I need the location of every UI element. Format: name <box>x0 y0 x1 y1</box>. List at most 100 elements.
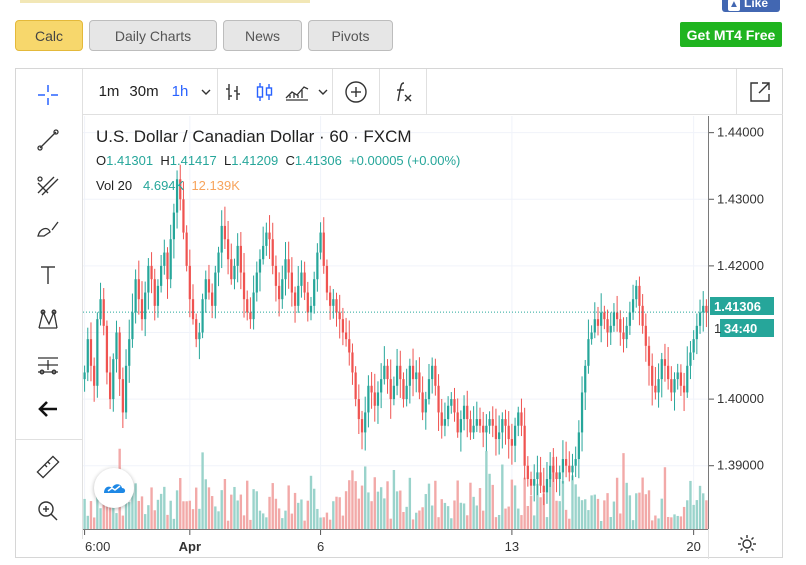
volume-bar <box>217 511 220 529</box>
candle-body <box>399 365 402 380</box>
volume-bar <box>147 505 150 529</box>
candle-body <box>252 292 255 320</box>
candle-body <box>593 319 596 333</box>
candle-body <box>86 339 89 373</box>
volume-bar <box>134 483 137 529</box>
brush-icon[interactable] <box>30 212 66 248</box>
back-arrow-icon[interactable] <box>30 391 66 427</box>
candle-body <box>341 319 345 333</box>
volume-bar <box>325 512 329 529</box>
interval-30m[interactable]: 30m <box>129 83 159 100</box>
close-value: 1.41306 <box>294 153 342 168</box>
volume-bar <box>453 500 456 529</box>
candle-body <box>638 285 641 306</box>
pattern-icon[interactable] <box>30 302 66 338</box>
candle-body <box>236 245 239 266</box>
volume-bar <box>517 508 520 529</box>
candle-body <box>443 419 447 426</box>
trend-line-icon[interactable] <box>30 122 66 158</box>
volume-bar <box>577 496 581 529</box>
candle-body <box>411 365 415 380</box>
facebook-like-button[interactable]: ▲ Like <box>722 0 780 12</box>
volume-bar <box>529 495 533 529</box>
candle-body <box>220 225 223 253</box>
candle-body <box>584 365 587 393</box>
interval-1m[interactable]: 1m <box>98 83 120 100</box>
toolbar-divider <box>736 68 737 115</box>
style-dropdown-chevron-icon[interactable] <box>314 69 332 115</box>
candle-body <box>542 485 545 493</box>
volume-bar <box>698 485 702 529</box>
toolbar-divider <box>426 68 427 115</box>
ruler-icon[interactable] <box>30 449 66 485</box>
candle-body <box>322 232 325 266</box>
candles-style-icon[interactable] <box>248 69 280 115</box>
candle-body <box>577 432 580 460</box>
volume-bar <box>462 503 466 529</box>
volume-bar <box>150 487 153 529</box>
candle-body <box>386 365 389 380</box>
tab-pivots[interactable]: Pivots <box>308 20 393 51</box>
volume-bar <box>644 494 648 529</box>
volume-bar <box>316 508 319 529</box>
volume-bar <box>354 481 357 529</box>
area-style-icon[interactable] <box>280 69 314 115</box>
volume-bar <box>191 509 195 529</box>
compare-add-icon[interactable] <box>333 69 379 115</box>
candle-body <box>437 385 440 413</box>
tab-news[interactable]: News <box>223 20 302 51</box>
candle-body <box>536 472 539 480</box>
candle-body <box>348 339 351 353</box>
candle-body <box>357 399 360 420</box>
fullscreen-popout-icon[interactable] <box>737 69 783 115</box>
volume-bar <box>692 504 695 529</box>
candle-body <box>702 305 705 313</box>
interval-1h[interactable]: 1h <box>171 83 189 100</box>
candle-body <box>555 472 558 480</box>
candle-body <box>472 425 475 433</box>
volume-legend: Vol 20 4.694K 12.139K <box>96 178 460 193</box>
volume-bar <box>695 500 699 529</box>
crosshair-icon[interactable] <box>30 77 66 113</box>
volume-bar <box>430 505 434 529</box>
candle-body <box>313 279 316 306</box>
indicators-fx-icon[interactable] <box>380 69 426 115</box>
text-icon[interactable] <box>30 257 66 293</box>
candle-body <box>475 419 478 426</box>
tab-calc[interactable]: Calc <box>15 20 83 51</box>
candle-body <box>647 345 651 366</box>
interval-dropdown-chevron-icon[interactable] <box>195 69 217 115</box>
candle-body <box>319 232 322 253</box>
bars-style-icon[interactable] <box>218 69 248 115</box>
measure-settings-icon[interactable] <box>30 347 66 383</box>
candle-body <box>574 459 577 466</box>
fib-icon[interactable] <box>30 167 66 203</box>
candle-body <box>392 385 396 400</box>
zoom-in-icon[interactable] <box>30 493 66 529</box>
candle-body <box>676 372 679 380</box>
get-mt4-button[interactable]: Get MT4 Free <box>680 22 782 47</box>
candle-body <box>427 379 431 400</box>
chart-plot-area[interactable] <box>83 116 708 529</box>
volume-bar <box>497 514 501 529</box>
candle-body <box>102 299 105 326</box>
volume-bar <box>89 501 93 529</box>
candle-body <box>596 319 600 326</box>
candle-body <box>124 365 128 413</box>
candle-body <box>590 332 593 340</box>
volume-bar <box>284 510 287 529</box>
candlestick-chart <box>83 116 708 529</box>
price-tick-label: 1.44000 <box>717 125 764 140</box>
candle-body <box>134 279 137 313</box>
candle-body <box>150 265 153 280</box>
chart-settings-gear-icon[interactable] <box>708 529 784 559</box>
candle-body <box>408 365 411 386</box>
price-axis[interactable]: 1.44000 1.43000 1.42000 1.40000 1.39000 <box>708 116 784 529</box>
candle-body <box>625 325 628 340</box>
candle-body <box>564 459 568 466</box>
time-axis[interactable]: 6:00 Apr 6 13 20 <box>83 529 708 559</box>
tradingview-logo-icon[interactable] <box>94 468 134 508</box>
tab-daily-charts[interactable]: Daily Charts <box>89 20 217 51</box>
candle-body <box>654 385 657 393</box>
candle-body <box>226 239 230 260</box>
